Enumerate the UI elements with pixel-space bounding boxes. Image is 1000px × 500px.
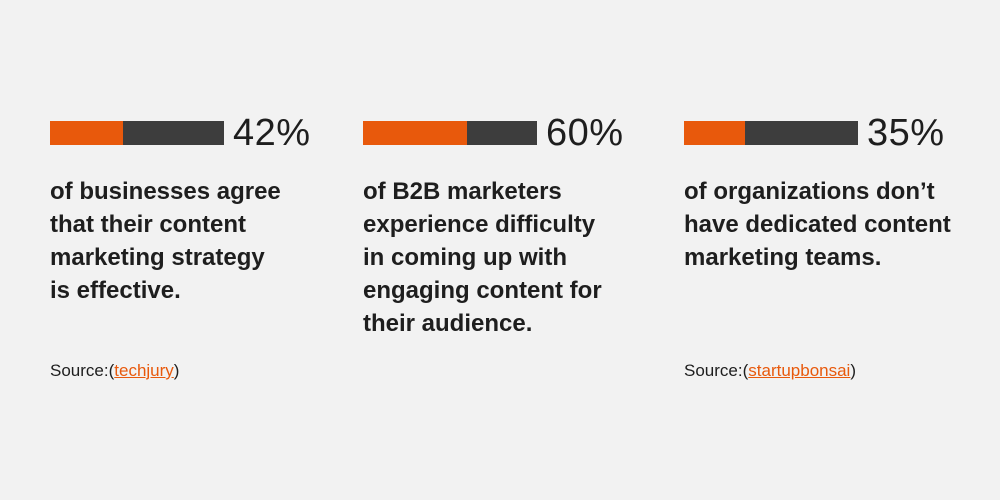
- stat-card-1: 42% of businesses agree that their conte…: [50, 113, 340, 307]
- progress-bar-remainder: [123, 121, 224, 145]
- stat-card-2: 60% of B2B marketers experience difficul…: [363, 113, 653, 340]
- stat-card-3: 35% of organizations don’t have dedicate…: [684, 113, 984, 274]
- stat-percent: 42%: [233, 112, 311, 154]
- source-close-paren: ): [173, 361, 180, 380]
- stat-header: 35%: [684, 113, 984, 153]
- stat-percent: 60%: [546, 112, 624, 154]
- source-link-techjury[interactable]: techjury: [114, 361, 174, 380]
- source-close-paren: ): [850, 361, 857, 380]
- stat-description: of organizations don’t have dedicated co…: [684, 178, 951, 271]
- progress-bar-remainder: [467, 121, 537, 145]
- progress-bar: [50, 121, 224, 145]
- stat-description: of B2B marketers experience difficulty i…: [363, 178, 602, 337]
- source-label: Source:: [50, 361, 109, 380]
- stat-description: of businesses agree that their content m…: [50, 178, 281, 304]
- progress-bar: [363, 121, 537, 145]
- progress-bar-fill: [50, 121, 124, 145]
- progress-bar: [684, 121, 858, 145]
- progress-bar-remainder: [744, 121, 858, 145]
- source-open-paren: (: [108, 361, 115, 380]
- progress-bar-fill: [363, 121, 468, 145]
- source-link-startupbonsai[interactable]: startupbonsai: [748, 361, 851, 380]
- stat-header: 60%: [363, 113, 653, 153]
- source-open-paren: (: [742, 361, 749, 380]
- source-label: Source:: [684, 361, 743, 380]
- source-citation-2: Source:(startupbonsai): [684, 360, 856, 382]
- stat-percent: 35%: [867, 112, 945, 154]
- source-citation-1: Source:(techjury): [50, 360, 179, 382]
- stat-header: 42%: [50, 113, 340, 153]
- progress-bar-fill: [684, 121, 745, 145]
